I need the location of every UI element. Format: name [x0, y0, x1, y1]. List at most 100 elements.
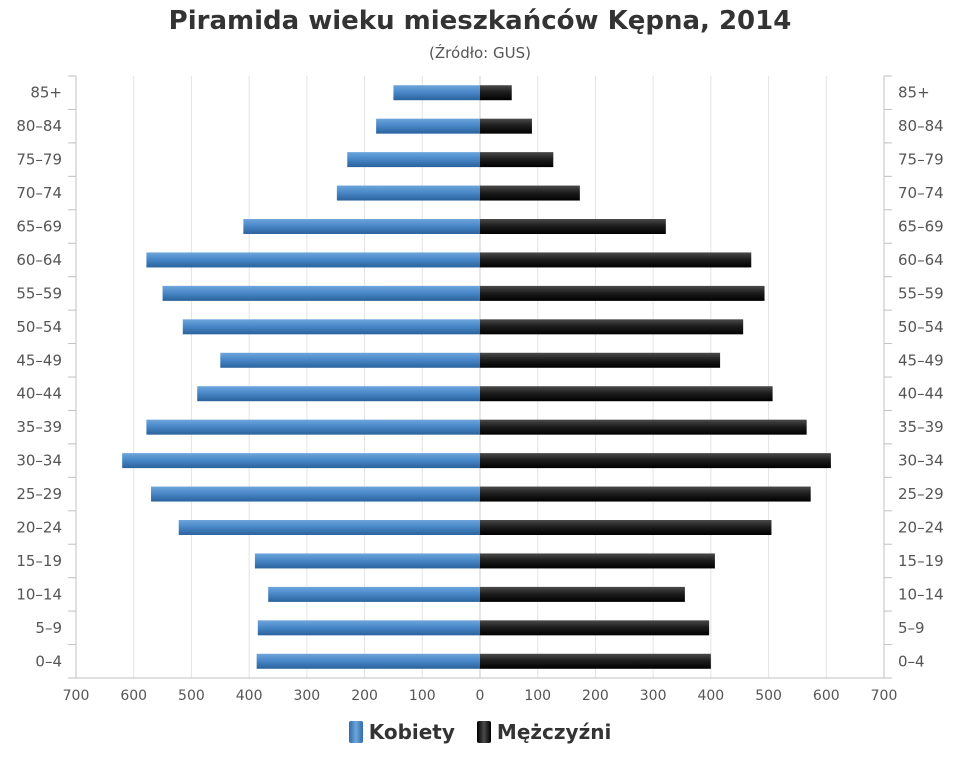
bar-women-85+[interactable] [393, 85, 480, 101]
y-tick-label-right: 45–49 [898, 351, 944, 369]
y-tick-label-left: 85+ [30, 84, 62, 102]
y-tick-label-left: 60–64 [16, 251, 62, 269]
x-tick-label: 300 [640, 688, 667, 704]
x-tick-label: 700 [63, 688, 90, 704]
bar-women-5-9[interactable] [257, 620, 480, 636]
bar-men-85+[interactable] [480, 85, 512, 101]
bar-men-15-19[interactable] [480, 553, 715, 569]
x-tick-label: 700 [871, 688, 898, 704]
y-tick-label-left: 5–9 [35, 619, 62, 637]
y-tick-label-left: 15–19 [16, 552, 62, 570]
y-tick-label-right: 30–34 [898, 452, 944, 470]
bar-men-5-9[interactable] [480, 620, 710, 636]
bar-women-65-69[interactable] [243, 219, 480, 234]
bar-men-50-54[interactable] [480, 319, 744, 335]
bar-men-35-39[interactable] [480, 419, 807, 435]
y-tick-label-right: 5–9 [898, 619, 925, 637]
x-tick-label: 100 [409, 688, 436, 704]
y-tick-label-right: 55–59 [898, 284, 944, 302]
y-tick-label-left: 75–79 [16, 151, 62, 169]
y-tick-label-left: 35–39 [16, 418, 62, 436]
y-tick-label-right: 0–4 [898, 652, 925, 670]
y-tick-label-left: 0–4 [35, 652, 62, 670]
bar-men-20-24[interactable] [480, 520, 772, 535]
bar-women-40-44[interactable] [197, 386, 480, 402]
y-tick-label-right: 15–19 [898, 552, 944, 570]
y-tick-label-left: 20–24 [16, 519, 62, 537]
bar-women-10-14[interactable] [268, 586, 480, 602]
bar-men-30-34[interactable] [480, 453, 831, 469]
bar-men-55-59[interactable] [480, 285, 765, 301]
chart-title: Piramida wieku mieszkańców Kępna, 2014 [168, 6, 792, 36]
y-tick-label-right: 35–39 [898, 418, 944, 436]
bar-men-70-74[interactable] [480, 185, 580, 201]
legend[interactable]: Kobiety Mężczyźni [0, 720, 960, 744]
population-pyramid-chart: 85+ 85+ 80–84 80–84 75–79 75–79 70–74 70–74 65–6… [16, 75, 944, 704]
y-tick-label-left: 30–34 [16, 452, 62, 470]
x-tick-label: 200 [351, 688, 378, 704]
bar-women-30-34[interactable] [122, 453, 481, 469]
chart-subtitle: (Źródło: GUS) [429, 44, 531, 62]
y-tick-label-right: 80–84 [898, 117, 944, 135]
bar-men-25-29[interactable] [480, 486, 811, 502]
bar-women-75-79[interactable] [347, 152, 480, 168]
x-tick-label: 400 [236, 688, 263, 704]
y-tick-label-right: 50–54 [898, 318, 944, 336]
x-tick-label: 500 [178, 688, 205, 704]
bars [122, 85, 831, 669]
bar-women-0-4[interactable] [256, 653, 480, 669]
y-tick-label-left: 50–54 [16, 318, 62, 336]
y-tick-label-right: 65–69 [898, 218, 944, 236]
y-tick-label-left: 65–69 [16, 218, 62, 236]
x-tick-label: 100 [524, 688, 551, 704]
y-tick-label-right: 40–44 [898, 385, 944, 403]
legend-swatch-women [348, 721, 363, 743]
bar-women-15-19[interactable] [254, 553, 480, 569]
x-tick-label: 600 [120, 688, 147, 704]
y-tick-label-right: 75–79 [898, 151, 944, 169]
bar-women-20-24[interactable] [178, 520, 480, 535]
y-tick-label-right: 10–14 [898, 585, 944, 603]
legend-item-women[interactable]: Kobiety [348, 720, 455, 744]
x-tick-label: 300 [293, 688, 320, 704]
y-tick-label-left: 55–59 [16, 284, 62, 302]
bar-men-80-84[interactable] [480, 118, 532, 134]
bar-women-45-49[interactable] [220, 352, 481, 368]
x-tick-label: 600 [813, 688, 840, 704]
y-tick-label-left: 40–44 [16, 385, 62, 403]
legend-label-men: Mężczyźni [496, 720, 612, 744]
bar-men-65-69[interactable] [480, 219, 666, 234]
y-tick-label-right: 70–74 [898, 184, 944, 202]
bar-women-60-64[interactable] [146, 252, 480, 268]
bar-women-35-39[interactable] [146, 419, 480, 435]
x-tick-label: 500 [755, 688, 782, 704]
bar-men-10-14[interactable] [480, 586, 685, 602]
y-tick-label-right: 60–64 [898, 251, 944, 269]
bar-men-0-4[interactable] [480, 653, 711, 669]
bar-men-40-44[interactable] [480, 386, 773, 402]
y-tick-label-left: 80–84 [16, 117, 62, 135]
y-tick-label-left: 25–29 [16, 485, 62, 503]
bar-women-55-59[interactable] [162, 285, 481, 301]
legend-item-men[interactable]: Mężczyźni [476, 720, 612, 744]
y-tick-label-right: 20–24 [898, 519, 944, 537]
bar-men-45-49[interactable] [480, 352, 721, 368]
legend-label-women: Kobiety [368, 720, 455, 744]
y-tick-label-right: 25–29 [898, 485, 944, 503]
y-tick-label-left: 70–74 [16, 184, 62, 202]
x-tick-label: 200 [582, 688, 609, 704]
y-tick-label-left: 45–49 [16, 351, 62, 369]
bar-men-60-64[interactable] [480, 252, 752, 268]
bar-men-75-79[interactable] [480, 152, 554, 168]
x-tick-label: 400 [697, 688, 724, 704]
legend-swatch-men [476, 721, 491, 743]
y-tick-label-left: 10–14 [16, 585, 62, 603]
tick-labels: 85+ 85+ 80–84 80–84 75–79 75–79 70–74 70–74 65–6… [16, 84, 943, 704]
bar-women-50-54[interactable] [182, 319, 480, 335]
bar-women-70-74[interactable] [336, 185, 480, 201]
x-tick-label: 0 [476, 688, 485, 704]
y-tick-label-right: 85+ [898, 84, 930, 102]
bar-women-80-84[interactable] [376, 118, 480, 134]
grid-lines [68, 75, 892, 679]
bar-women-25-29[interactable] [151, 486, 480, 502]
